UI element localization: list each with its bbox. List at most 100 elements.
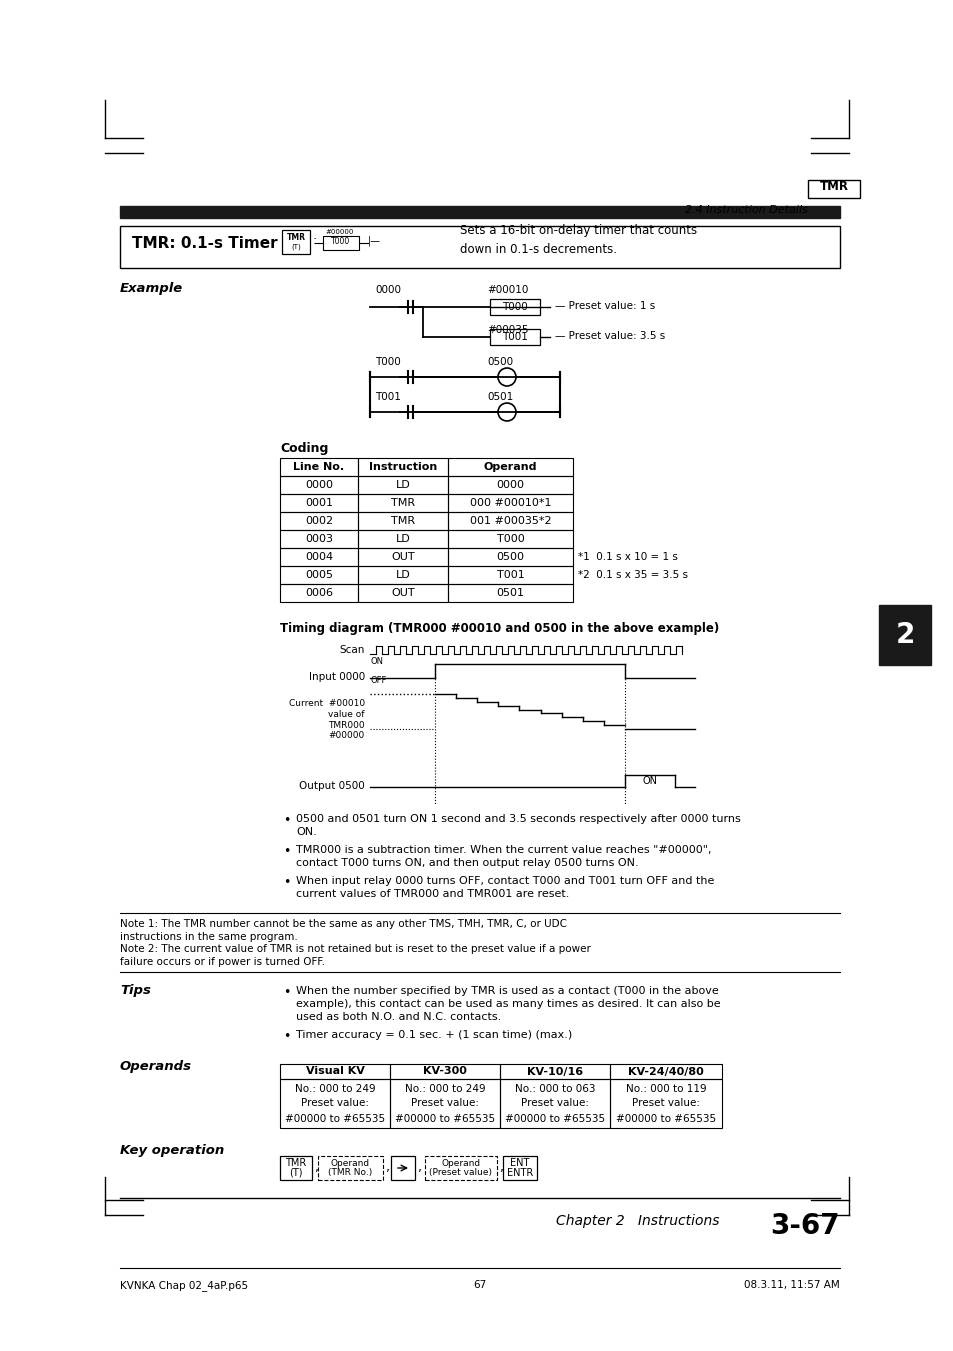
Text: #00010: #00010 [486,285,528,295]
Bar [357,458,448,476]
Bar [448,530,573,549]
Bar [280,476,357,494]
Bar [120,205,840,218]
Text: •: • [283,815,290,827]
Text: TMR000: TMR000 [328,721,365,730]
Bar [391,1156,415,1179]
Text: Preset value:: Preset value: [520,1098,588,1109]
Text: 0500 and 0501 turn ON 1 second and 3.5 seconds respectively after 0000 turns
ON.: 0500 and 0501 turn ON 1 second and 3.5 s… [295,815,740,838]
Text: ,: , [499,1162,503,1174]
Text: 0000: 0000 [375,285,400,295]
Text: 0001: 0001 [305,499,333,508]
Bar [357,530,448,549]
Text: Current  #00010: Current #00010 [289,698,365,708]
Text: Key operation: Key operation [120,1144,224,1156]
Text: — Preset value: 1 s: — Preset value: 1 s [555,301,655,311]
Text: (Preset value): (Preset value) [429,1169,492,1177]
Bar [357,494,448,512]
Text: Preset value:: Preset value: [631,1098,700,1109]
Bar [280,512,357,530]
Text: |—: |— [368,236,380,246]
Text: T000: T000 [501,303,527,312]
Text: KV-10/16: KV-10/16 [526,1066,582,1077]
Text: T001: T001 [497,570,524,580]
Text: No.: 000 to 063: No.: 000 to 063 [515,1084,595,1093]
Text: No.: 000 to 119: No.: 000 to 119 [625,1084,705,1093]
Bar [448,566,573,584]
Bar [323,236,358,250]
Text: ENT: ENT [510,1158,529,1169]
Bar [448,512,573,530]
Text: KV-24/40/80: KV-24/40/80 [627,1066,703,1077]
Text: Timing diagram (TMR000 #00010 and 0500 in the above example): Timing diagram (TMR000 #00010 and 0500 i… [280,621,719,635]
Text: LD: LD [395,480,410,490]
Text: Operand: Operand [441,1159,480,1167]
Text: Chapter 2   Instructions: Chapter 2 Instructions [556,1215,720,1228]
Text: T000: T000 [375,357,400,367]
Text: KV-300: KV-300 [422,1066,466,1077]
Bar [280,1156,312,1179]
Text: When the number specified by TMR is used as a contact (T000 in the above
example: When the number specified by TMR is used… [295,986,720,1023]
Text: 0000: 0000 [496,480,524,490]
Text: 0002: 0002 [305,516,333,526]
Text: Instruction: Instruction [369,462,436,471]
Text: Example: Example [120,282,183,295]
Bar [280,530,357,549]
Bar [120,226,840,267]
Text: No.: 000 to 249: No.: 000 to 249 [294,1084,375,1093]
Text: 2.4 Instruction Details: 2.4 Instruction Details [684,205,807,215]
Text: 0501: 0501 [496,588,524,598]
Bar [390,1079,499,1128]
Text: OFF: OFF [371,676,387,685]
Text: 0006: 0006 [305,588,333,598]
Bar [357,566,448,584]
Text: TMR: TMR [391,499,415,508]
Bar [502,1156,537,1179]
Text: Tips: Tips [120,984,151,997]
Bar [357,549,448,566]
Bar [448,549,573,566]
Text: 0000: 0000 [305,480,333,490]
Text: *1  0.1 s x 10 = 1 s: *1 0.1 s x 10 = 1 s [578,553,678,562]
Bar [282,230,310,254]
Text: Input 0000: Input 0000 [309,671,365,682]
Text: 0500: 0500 [496,553,524,562]
Text: Scan: Scan [339,644,365,655]
Text: LD: LD [395,570,410,580]
Text: Visual KV: Visual KV [305,1066,364,1077]
Bar [448,584,573,603]
Text: T000: T000 [497,534,524,544]
Bar [448,494,573,512]
Bar [499,1065,609,1079]
Text: 0005: 0005 [305,570,333,580]
Text: #00000 to #65535: #00000 to #65535 [285,1113,385,1124]
Bar [280,1065,390,1079]
Bar [490,299,539,315]
Text: OUT: OUT [391,588,415,598]
Text: Sets a 16-bit on-delay timer that counts
down in 0.1-s decrements.: Sets a 16-bit on-delay timer that counts… [459,224,697,255]
Text: — Preset value: 3.5 s: — Preset value: 3.5 s [555,331,664,340]
Text: 3-67: 3-67 [770,1212,840,1240]
Text: When input relay 0000 turns OFF, contact T000 and T001 turn OFF and the
current : When input relay 0000 turns OFF, contact… [295,875,714,900]
Text: ,: , [386,1162,390,1174]
Text: Output 0500: Output 0500 [299,781,365,790]
Text: Note 1: The TMR number cannot be the same as any other TMS, TMH, TMR, C, or UDC
: Note 1: The TMR number cannot be the sam… [120,919,566,942]
Text: #00000: #00000 [325,230,353,235]
Text: (T): (T) [291,243,300,250]
Text: LD: LD [395,534,410,544]
Text: TMR: TMR [391,516,415,526]
Text: value of: value of [328,711,365,719]
Text: 0501: 0501 [486,392,513,403]
Bar [280,549,357,566]
Bar [280,494,357,512]
Text: TMR000 is a subtraction timer. When the current value reaches "#00000",
contact : TMR000 is a subtraction timer. When the … [295,844,711,869]
Text: TMR: TMR [286,232,305,242]
Text: TMR: 0.1-s Timer: TMR: 0.1-s Timer [132,235,277,250]
Text: T000: T000 [331,238,351,246]
Text: :: : [313,234,321,246]
Text: 000 #00010*1: 000 #00010*1 [469,499,551,508]
Text: Line No.: Line No. [294,462,344,471]
Text: 0003: 0003 [305,534,333,544]
Text: 67: 67 [473,1279,486,1290]
Bar [448,476,573,494]
